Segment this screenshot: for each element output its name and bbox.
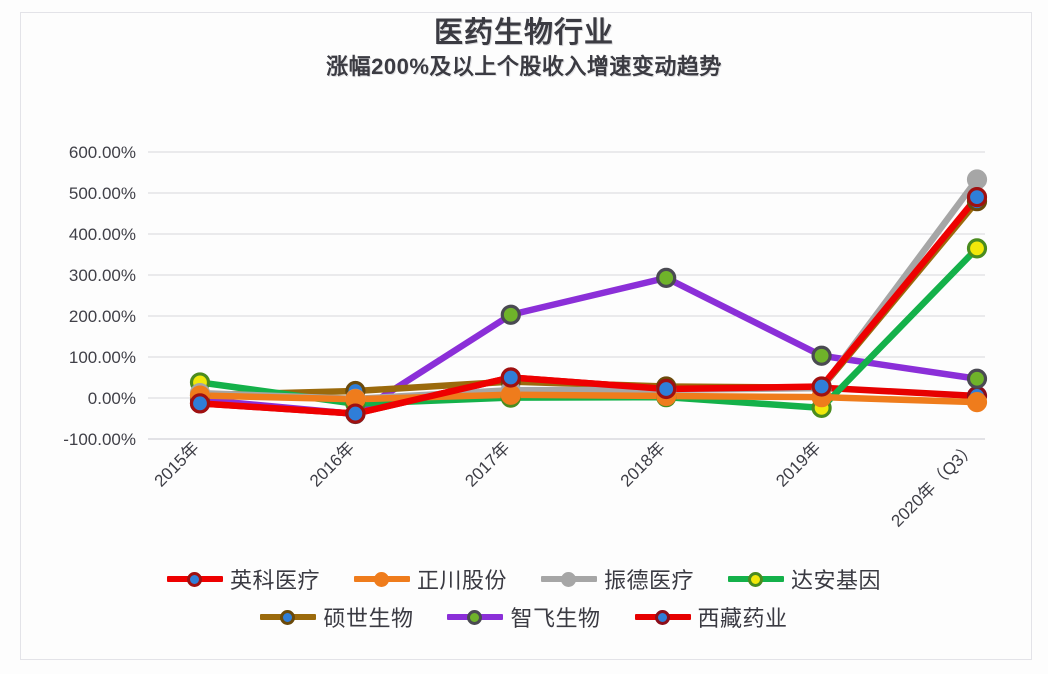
data-point-marker [811,345,832,366]
legend-item-label: 西藏药业 [697,606,788,631]
series-line-0 [196,193,981,417]
data-point-marker [500,367,521,388]
x-axis-tick-label: 2019年 [772,438,824,490]
legend-marker-icon [186,572,202,587]
x-axis-tick-label: 2017年 [461,438,513,490]
legend-swatch-icon [728,568,785,590]
legend-item[interactable]: 英科医疗 [166,563,320,595]
legend-item-label: 振德医疗 [604,568,695,593]
data-point-marker [656,267,677,288]
legend-item-label: 达安基因 [791,568,882,593]
legend-item-label: 英科医疗 [229,568,320,593]
data-point-marker [966,238,988,259]
data-point-marker [966,368,988,389]
legend-item-label: 正川股份 [416,568,507,593]
x-axis-tick-label: 2018年 [617,438,669,490]
data-point-marker [966,169,988,190]
y-axis-tick-label: 100.00% [69,348,136,367]
legend-row-secondary: 硕世生物 智飞生物 西藏药业 [0,598,1048,636]
y-axis-tick-label: 600.00% [69,143,136,162]
legend-item[interactable]: 智飞生物 [447,601,600,633]
legend-item[interactable]: 达安基因 [728,563,881,595]
legend-marker-icon [748,572,764,587]
data-point-marker [811,376,832,397]
legend-item-label: 硕世生物 [323,606,414,631]
legend-marker-icon [561,572,576,587]
data-point-marker [966,187,988,208]
legend-item[interactable]: 振德医疗 [541,563,694,595]
y-axis-tick-label: 300.00% [69,266,136,285]
legend-item[interactable]: 硕世生物 [260,601,413,633]
data-point-marker [966,392,988,413]
data-point-marker [189,393,211,414]
legend-row-primary: 英科医疗 正川股份 振德医疗 达安基因 [0,560,1048,598]
y-axis-tick-label: 400.00% [69,225,136,244]
data-point-marker [345,403,366,424]
y-axis-tick-label: -100.00% [63,430,136,449]
y-axis-tick-label: 200.00% [69,307,136,326]
legend-swatch-icon [447,606,504,628]
legend-swatch-icon [634,606,691,628]
legend-item[interactable]: 正川股份 [353,563,507,595]
chart-legend: 英科医疗 正川股份 振德医疗 达安基因 硕世生物 智飞生物 西藏药业 [0,560,1048,636]
data-point-marker [500,304,521,325]
x-axis-tick-label: 2020年（Q3） [888,438,980,530]
y-axis-tick-label: 0.00% [88,389,136,408]
series-line-1 [196,391,981,406]
x-axis-tick-label: 2016年 [306,438,358,490]
legend-marker-icon [467,610,483,625]
legend-marker-icon [373,572,389,587]
legend-item[interactable]: 西藏药业 [634,601,788,633]
legend-swatch-icon [166,568,223,590]
data-point-marker [500,384,521,405]
legend-swatch-icon [541,568,597,590]
legend-marker-icon [654,610,670,625]
data-point-marker [656,378,677,400]
legend-marker-icon [280,610,296,625]
legend-swatch-icon [353,568,410,590]
legend-item-label: 智飞生物 [510,606,601,631]
x-axis-tick-label: 2015年 [151,438,203,490]
legend-swatch-icon [260,606,317,628]
y-axis-tick-label: 500.00% [69,184,136,203]
